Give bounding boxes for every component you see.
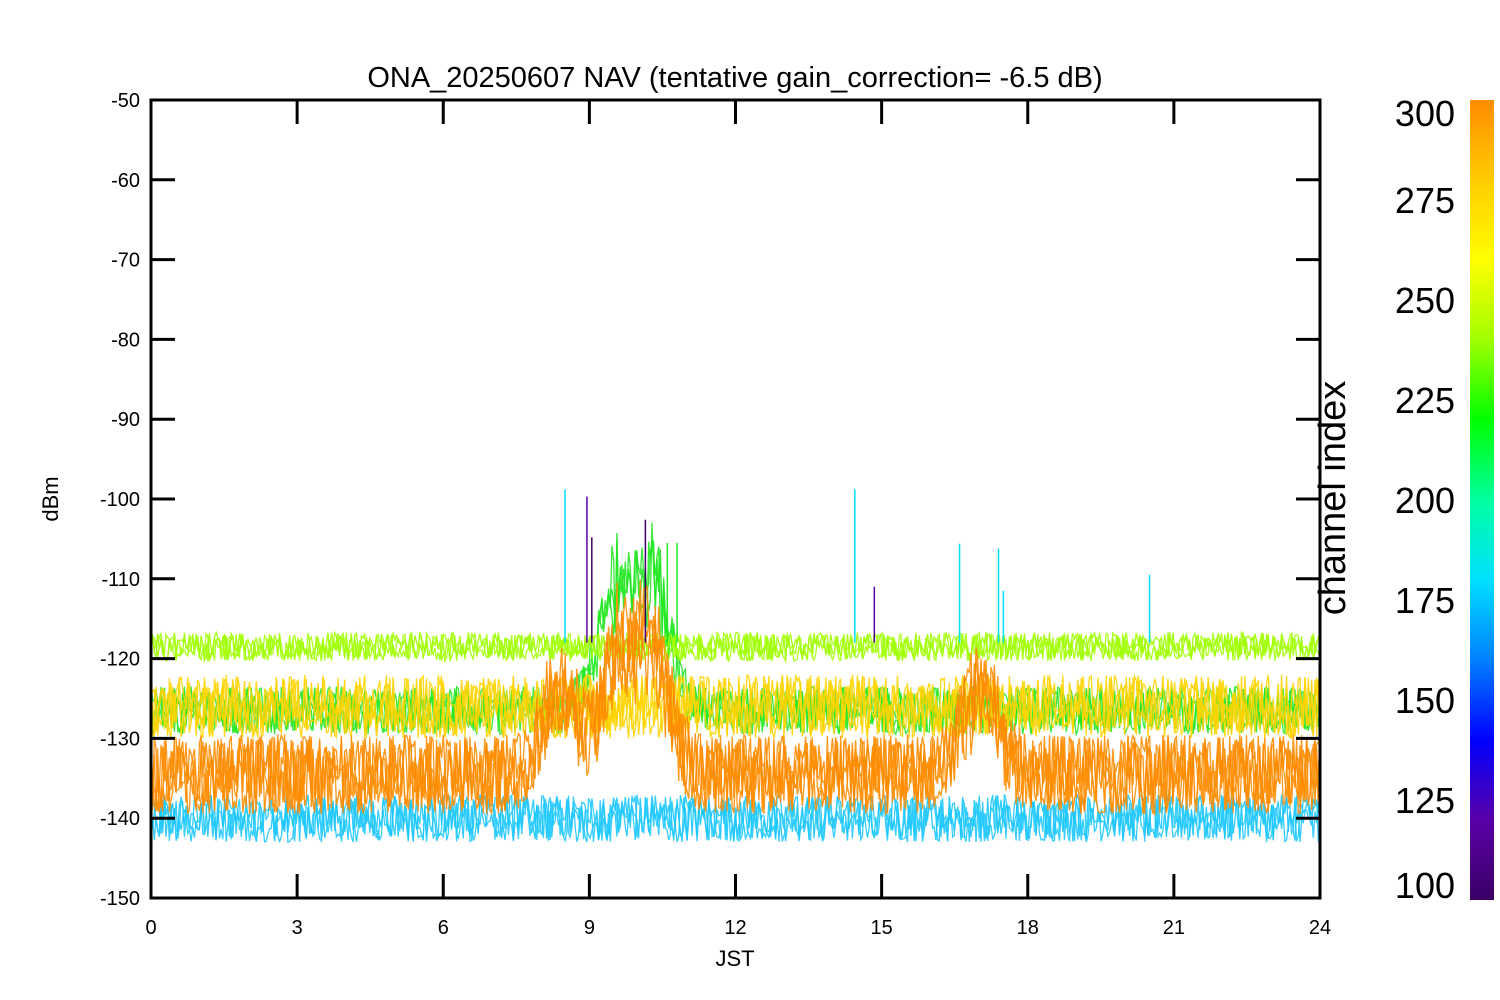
x-tick-label: 3 xyxy=(292,917,303,939)
colorbar-tick-label: 125 xyxy=(1395,780,1455,821)
series-line-ch265-280 xyxy=(151,673,1320,740)
x-tick-label: 9 xyxy=(584,917,595,939)
x-axis-label: JST xyxy=(715,946,754,971)
y-tick-label: -120 xyxy=(100,649,140,671)
y-tick-label: -150 xyxy=(100,888,140,910)
y-axis-label: dBm xyxy=(38,476,63,521)
x-tick-label: 18 xyxy=(1017,917,1039,939)
colorbar-tick-label: 250 xyxy=(1395,280,1455,321)
colorbar-tick-label: 100 xyxy=(1395,865,1455,906)
series-line-ch280-300 xyxy=(151,594,1320,817)
y-tick-label: -140 xyxy=(100,808,140,830)
x-tick-label: 15 xyxy=(871,917,893,939)
series-line-ch100-225 xyxy=(151,792,1320,843)
colorbar xyxy=(1470,100,1494,900)
x-tick-label: 24 xyxy=(1309,917,1331,939)
colorbar-label: channel index xyxy=(1312,381,1354,616)
y-tick-label: -100 xyxy=(100,489,140,511)
colorbar-tick-label: 150 xyxy=(1395,680,1455,721)
colorbar-tick-label: 300 xyxy=(1395,93,1455,134)
series-line-ch100-225 xyxy=(151,793,1320,843)
y-tick-label: -70 xyxy=(111,250,140,272)
x-tick-label: 6 xyxy=(438,917,449,939)
series-line-ch250-265 xyxy=(151,631,1320,662)
colorbar-tick-label: 175 xyxy=(1395,580,1455,621)
y-tick-label: -110 xyxy=(101,569,140,591)
x-tick-label: 21 xyxy=(1163,917,1185,939)
x-tick-label: 12 xyxy=(724,917,746,939)
chart-title: ONA_20250607 NAV (tentative gain_correct… xyxy=(367,62,1102,94)
colorbar-tick-label: 275 xyxy=(1395,180,1455,221)
series-line-ch280-300 xyxy=(151,585,1320,815)
x-tick-label: 0 xyxy=(145,917,156,939)
y-tick-label: -50 xyxy=(111,90,140,112)
y-tick-label: -80 xyxy=(111,329,140,351)
y-tick-label: -90 xyxy=(111,409,140,431)
y-tick-label: -60 xyxy=(111,170,140,192)
colorbar-tick-label: 200 xyxy=(1395,480,1455,521)
plot-area xyxy=(151,489,1320,844)
y-tick-label: -130 xyxy=(100,728,140,750)
colorbar-tick-label: 225 xyxy=(1395,380,1455,421)
